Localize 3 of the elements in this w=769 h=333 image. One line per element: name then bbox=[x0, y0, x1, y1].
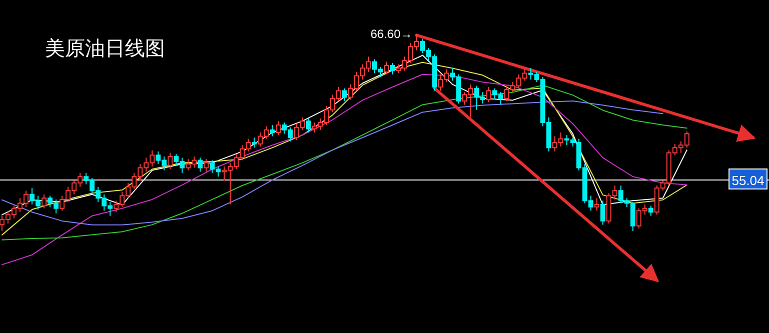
annotation: 55.04 bbox=[732, 172, 764, 188]
chart-title: 美原油日线图 bbox=[45, 36, 165, 60]
annotation: 66.60→ bbox=[370, 27, 413, 41]
